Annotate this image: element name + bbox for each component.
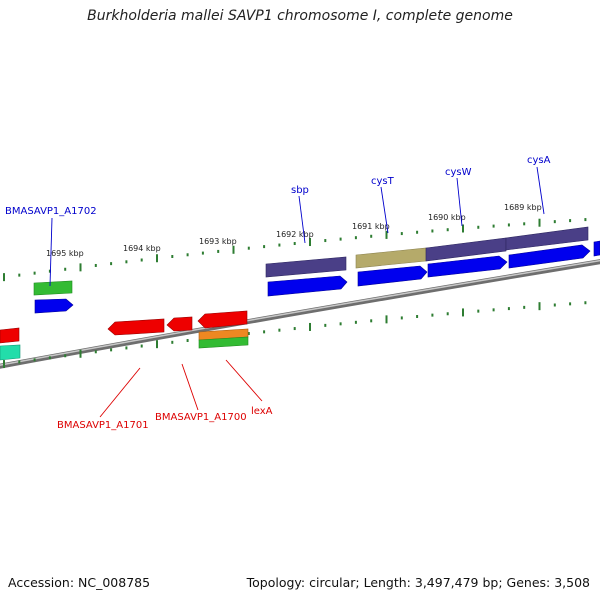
topology-text: Topology: circular; Length: 3,497,479 bp…: [246, 575, 590, 590]
cds-a1701-arrow[interactable]: [107, 318, 165, 336]
feature-sbp-cog[interactable]: [265, 256, 347, 278]
gene-label-a1702[interactable]: BMASAVP1_A1702: [5, 206, 97, 217]
feature-a1702-cog[interactable]: [33, 280, 73, 296]
gene-label-sbp[interactable]: sbp: [291, 185, 309, 196]
kbp-label-1690: 1690 kbp: [428, 213, 466, 222]
kbp-label-1689: 1689 kbp: [504, 203, 542, 212]
cds-cysa-arrow[interactable]: [508, 244, 591, 269]
gene-label-cyst[interactable]: cysT: [371, 176, 395, 187]
feature-cyst-cog[interactable]: [355, 247, 427, 269]
cds-a1700-arrow[interactable]: [166, 316, 193, 332]
kbp-label-1691: 1691 kbp: [352, 222, 390, 231]
reverse-cog-features: [0, 328, 249, 361]
reverse-cds-features: [0, 310, 248, 344]
accession-text: Accession: NC_008785: [8, 575, 151, 590]
feature-lexa-cog-green[interactable]: [198, 336, 249, 349]
forward-cds-features: [34, 240, 600, 314]
kbp-label-1693: 1693 kbp: [199, 237, 237, 246]
kbp-label-1694: 1694 kbp: [123, 244, 161, 253]
chromosome-backbone-highlight: [0, 259, 600, 366]
feature-cysa-cog[interactable]: [505, 226, 589, 251]
chromosome-backbone: [0, 259, 600, 369]
feature-cysw-cog[interactable]: [425, 237, 507, 262]
leader-a1701: [99, 367, 141, 418]
feature-offscreen-left-teal[interactable]: [0, 344, 21, 361]
gene-label-a1701[interactable]: BMASAVP1_A1701: [57, 420, 149, 431]
gene-label-cysw[interactable]: cysW: [445, 167, 472, 178]
forward-cog-features: [33, 226, 589, 296]
cds-lexa-arrow[interactable]: [197, 310, 248, 329]
leader-a1700: [181, 363, 199, 411]
gene-label-cysa[interactable]: cysA: [527, 155, 551, 166]
leader-cyst: [380, 186, 389, 234]
cds-sbp-arrow[interactable]: [267, 275, 348, 297]
cds-offscreen-right-arrow[interactable]: [593, 240, 600, 257]
cds-offscreen-left-red[interactable]: [0, 327, 20, 344]
map-title: Burkholderia mallei SAVP1 chromosome I, …: [87, 8, 513, 24]
inner-tick-row: [3, 301, 587, 369]
cds-a1702-arrow[interactable]: [34, 298, 74, 314]
kbp-label-1695: 1695 kbp: [46, 249, 84, 258]
leader-sbp: [298, 195, 306, 244]
leader-a1702: [49, 217, 53, 287]
kbp-label-1692: 1692 kbp: [276, 230, 314, 239]
leader-cysa: [536, 166, 545, 215]
outer-tick-row: [3, 218, 587, 282]
gene-label-lexa[interactable]: lexA: [251, 406, 273, 417]
cds-cysw-arrow[interactable]: [427, 255, 508, 278]
cds-cyst-arrow[interactable]: [357, 265, 428, 287]
leader-lexa: [225, 359, 263, 402]
leader-cysw: [456, 177, 463, 227]
gene-label-a1700[interactable]: BMASAVP1_A1700: [155, 412, 247, 423]
